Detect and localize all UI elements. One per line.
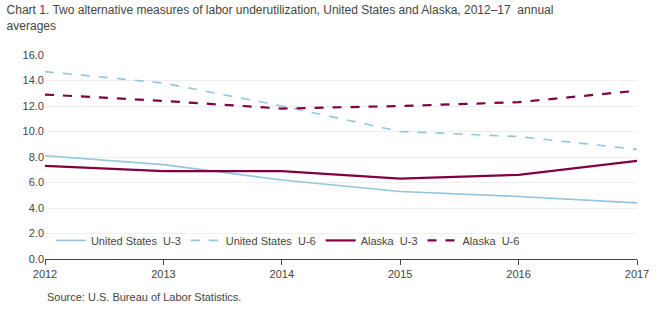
svg-text:14.0: 14.0	[23, 74, 44, 86]
svg-text:2015: 2015	[388, 268, 412, 280]
svg-text:Alaska U-6: Alaska U-6	[463, 235, 520, 247]
svg-text:United States U-6: United States U-6	[226, 235, 316, 247]
svg-text:2016: 2016	[506, 268, 530, 280]
svg-text:2.0: 2.0	[29, 227, 44, 239]
svg-text:4.0: 4.0	[29, 202, 44, 214]
svg-text:2017: 2017	[625, 268, 649, 280]
svg-text:Source: U.S. Bureau of Labor S: Source: U.S. Bureau of Labor Statistics.	[47, 291, 241, 303]
svg-text:2014: 2014	[270, 268, 294, 280]
svg-text:10.0: 10.0	[23, 125, 44, 137]
svg-text:0.0: 0.0	[29, 253, 44, 265]
svg-text:2013: 2013	[151, 268, 175, 280]
svg-text:16.0: 16.0	[23, 49, 44, 61]
svg-text:6.0: 6.0	[29, 176, 44, 188]
svg-text:Chart 1. Two alternative measu: Chart 1. Two alternative measures of lab…	[7, 3, 554, 33]
svg-text:2012: 2012	[33, 268, 57, 280]
svg-text:Alaska U-3: Alaska U-3	[361, 235, 418, 247]
svg-text:United States U-3: United States U-3	[91, 235, 181, 247]
svg-text:12.0: 12.0	[23, 100, 44, 112]
svg-text:8.0: 8.0	[29, 151, 44, 163]
